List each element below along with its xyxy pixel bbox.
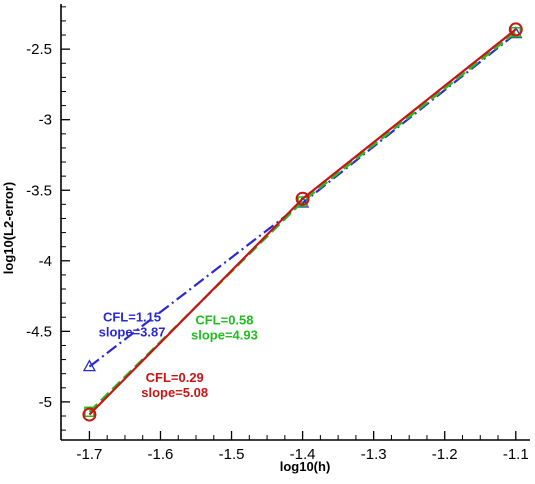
annotation-label: CFL=0.58 (195, 312, 253, 327)
y-tick-label: -4 (39, 253, 52, 270)
x-tick-label: -1.5 (219, 446, 245, 463)
x-tick-label: -1.4 (290, 446, 316, 463)
y-tick-label: -5 (39, 394, 52, 411)
series-line (88, 28, 517, 416)
data-point-circle (508, 22, 523, 37)
series-square-dashed (84, 26, 522, 418)
x-tick-label: -1.6 (148, 446, 174, 463)
annotation-label: slope=4.93 (191, 327, 258, 342)
annotation-label: CFL=0.29 (146, 370, 204, 385)
annotation-label: CFL=1.15 (103, 309, 161, 324)
series-line (88, 31, 517, 413)
x-tick-label: -1.2 (432, 446, 458, 463)
y-axis-title: log10(L2-error) (1, 182, 16, 274)
x-tick-label: -1.1 (503, 446, 529, 463)
data-point-triangle (82, 359, 97, 372)
y-tick-label: -3 (39, 112, 52, 129)
y-tick-label: -2.5 (26, 41, 52, 58)
x-tick-label: -1.7 (76, 446, 102, 463)
annotation-label: slope=3.87 (99, 324, 166, 339)
y-tick-label: -4.5 (26, 323, 52, 340)
data-point-circle (82, 407, 97, 422)
annotation-label: slope=5.08 (141, 385, 208, 400)
series-layer (82, 22, 523, 422)
y-tick-label: -3.5 (26, 182, 52, 199)
x-tick-label: -1.3 (361, 446, 387, 463)
series-circle-solid (82, 22, 523, 422)
axes: -1.7 -1.6 -1.5 -1.4 -1.3 -1.2 -1.1 -2.5 -3 -3.5 -4… (26, 4, 530, 463)
data-point-circle (295, 191, 310, 206)
x-axis-title: log10(h) (280, 459, 331, 474)
